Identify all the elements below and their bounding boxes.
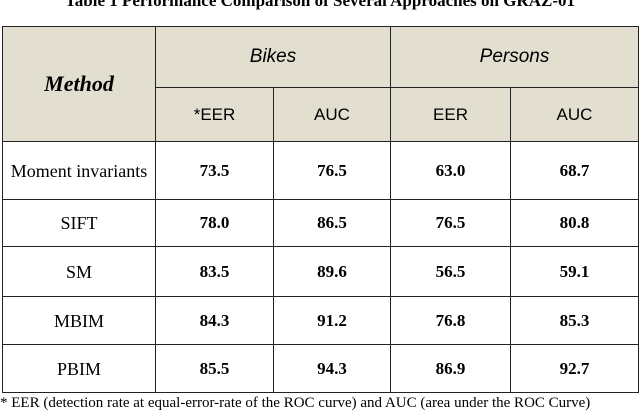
method-name: PBIM (2, 344, 156, 393)
score-cell: 78.0 (155, 199, 274, 247)
score-cell: 85.3 (509, 296, 640, 345)
group-header: Bikes (155, 26, 391, 88)
score-cell: 92.7 (509, 344, 640, 393)
subheader: *EER (155, 87, 274, 142)
method-header: Method (2, 26, 156, 142)
score-cell: 80.8 (509, 199, 640, 247)
method-name: SM (2, 246, 156, 297)
method-name: Moment invariants (2, 141, 156, 200)
score-cell: 76.8 (390, 296, 511, 345)
table-row: PBIM 85.5 94.3 86.9 92.7 (2, 344, 640, 393)
score-cell: 68.7 (509, 141, 640, 200)
score-cell: 84.3 (155, 296, 274, 345)
score-cell: 76.5 (390, 199, 511, 247)
score-cell: 83.5 (155, 246, 274, 297)
subheader: EER (390, 87, 511, 142)
score-cell: 59.1 (509, 246, 640, 297)
table-title: Table 1 Performance Comparison of Severa… (65, 0, 575, 10)
score-cell: 76.5 (273, 141, 391, 200)
score-cell: 86.5 (273, 199, 391, 247)
score-cell: 85.5 (155, 344, 274, 393)
score-cell: 63.0 (390, 141, 511, 200)
table-row: SIFT 78.0 86.5 76.5 80.8 (2, 199, 640, 247)
score-cell: 86.9 (390, 344, 511, 393)
score-cell: 89.6 (273, 246, 391, 297)
subheader: AUC (273, 87, 391, 142)
score-cell: 91.2 (273, 296, 391, 345)
comparison-table: Method Bikes Persons *EER AUC EER AUC Mo… (2, 26, 640, 393)
score-cell: 73.5 (155, 141, 274, 200)
score-cell: 56.5 (390, 246, 511, 297)
table-row: Moment invariants 73.5 76.5 63.0 68.7 (2, 141, 640, 200)
score-cell: 94.3 (273, 344, 391, 393)
method-name: MBIM (2, 296, 156, 345)
table-row: SM 83.5 89.6 56.5 59.1 (2, 246, 640, 297)
method-name: SIFT (2, 199, 156, 247)
table-row: MBIM 84.3 91.2 76.8 85.3 (2, 296, 640, 345)
group-header: Persons (389, 26, 640, 88)
subheader: AUC (509, 87, 640, 142)
footnote: * EER (detection rate at equal-error-rat… (0, 395, 591, 411)
